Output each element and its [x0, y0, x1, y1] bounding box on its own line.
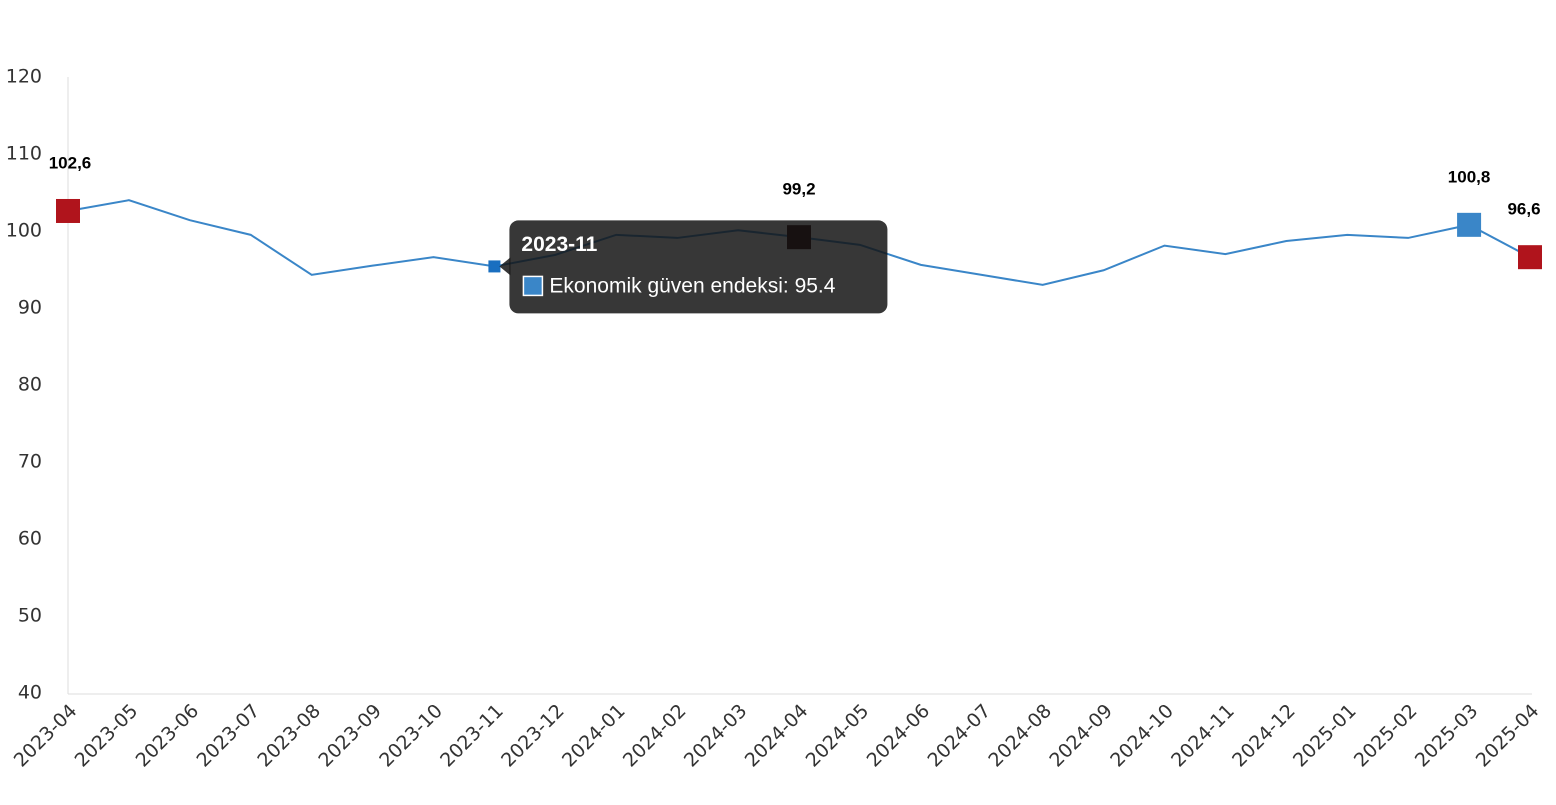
y-tick-label: 120 — [6, 66, 42, 88]
tooltip: 2023-11 Ekonomik güven endeksi: 95.4 — [499, 220, 888, 314]
x-tick-label: 2023-08 — [253, 700, 325, 772]
tooltip-text: Ekonomik güven endeksi: 95.4 — [549, 274, 835, 297]
y-tick-label: 40 — [18, 682, 42, 704]
tooltip-box — [509, 220, 888, 314]
marker — [488, 260, 501, 273]
tooltip-value: 95.4 — [795, 274, 836, 297]
x-tick-label: 2023-11 — [436, 700, 508, 772]
marker — [1518, 245, 1542, 270]
x-tick-label: 2024-07 — [923, 700, 995, 772]
x-tick-label: 2023-07 — [192, 700, 264, 772]
x-tick-label: 2024-01 — [558, 700, 630, 772]
x-tick-label: 2023-05 — [71, 700, 143, 772]
marker — [1457, 212, 1482, 237]
data-label: 96,6 — [1507, 200, 1540, 219]
y-tick-label: 50 — [18, 605, 42, 627]
tooltip-sep: : — [783, 274, 795, 297]
data-label: 100,8 — [1448, 167, 1491, 186]
x-tick-label: 2024-08 — [984, 700, 1056, 772]
x-tick-label: 2024-09 — [1045, 700, 1117, 772]
tooltip-series: Ekonomik güven endeksi — [549, 274, 782, 297]
x-tick-label: 2024-10 — [1106, 700, 1178, 772]
x-tick-label: 2023-04 — [10, 700, 82, 772]
y-tick-label: 70 — [18, 451, 42, 473]
x-tick-label: 2023-10 — [375, 700, 447, 772]
x-tick-label: 2024-02 — [619, 700, 691, 772]
data-label: 102,6 — [49, 153, 92, 172]
y-tick-label: 100 — [6, 220, 42, 242]
y-tick-label: 110 — [6, 143, 42, 165]
y-tick-label: 80 — [18, 374, 42, 396]
x-tick-label: 2023-06 — [132, 700, 204, 772]
x-tick-label: 2024-04 — [741, 700, 813, 772]
x-tick-label: 2024-05 — [802, 700, 874, 772]
marker — [56, 198, 80, 223]
x-tick-label: 2024-03 — [680, 700, 752, 772]
x-tick-label: 2025-01 — [1289, 700, 1361, 772]
x-tick-label: 2024-12 — [1228, 700, 1300, 772]
x-tick-label: 2025-03 — [1411, 700, 1483, 772]
tooltip-title: 2023-11 — [521, 233, 597, 256]
x-tick-label: 2025-04 — [1472, 700, 1544, 772]
data-label: 99,2 — [782, 180, 815, 199]
x-tick-label: 2023-12 — [497, 700, 569, 772]
x-tick-label: 2023-09 — [314, 700, 386, 772]
x-tick-label: 2024-06 — [863, 700, 935, 772]
y-tick-label: 60 — [18, 528, 42, 550]
x-tick-label: 2025-02 — [1350, 700, 1422, 772]
y-tick-label: 90 — [18, 297, 42, 319]
x-tick-label: 2024-11 — [1167, 700, 1239, 772]
tooltip-pointer — [499, 257, 511, 276]
tooltip-swatch — [522, 275, 544, 297]
